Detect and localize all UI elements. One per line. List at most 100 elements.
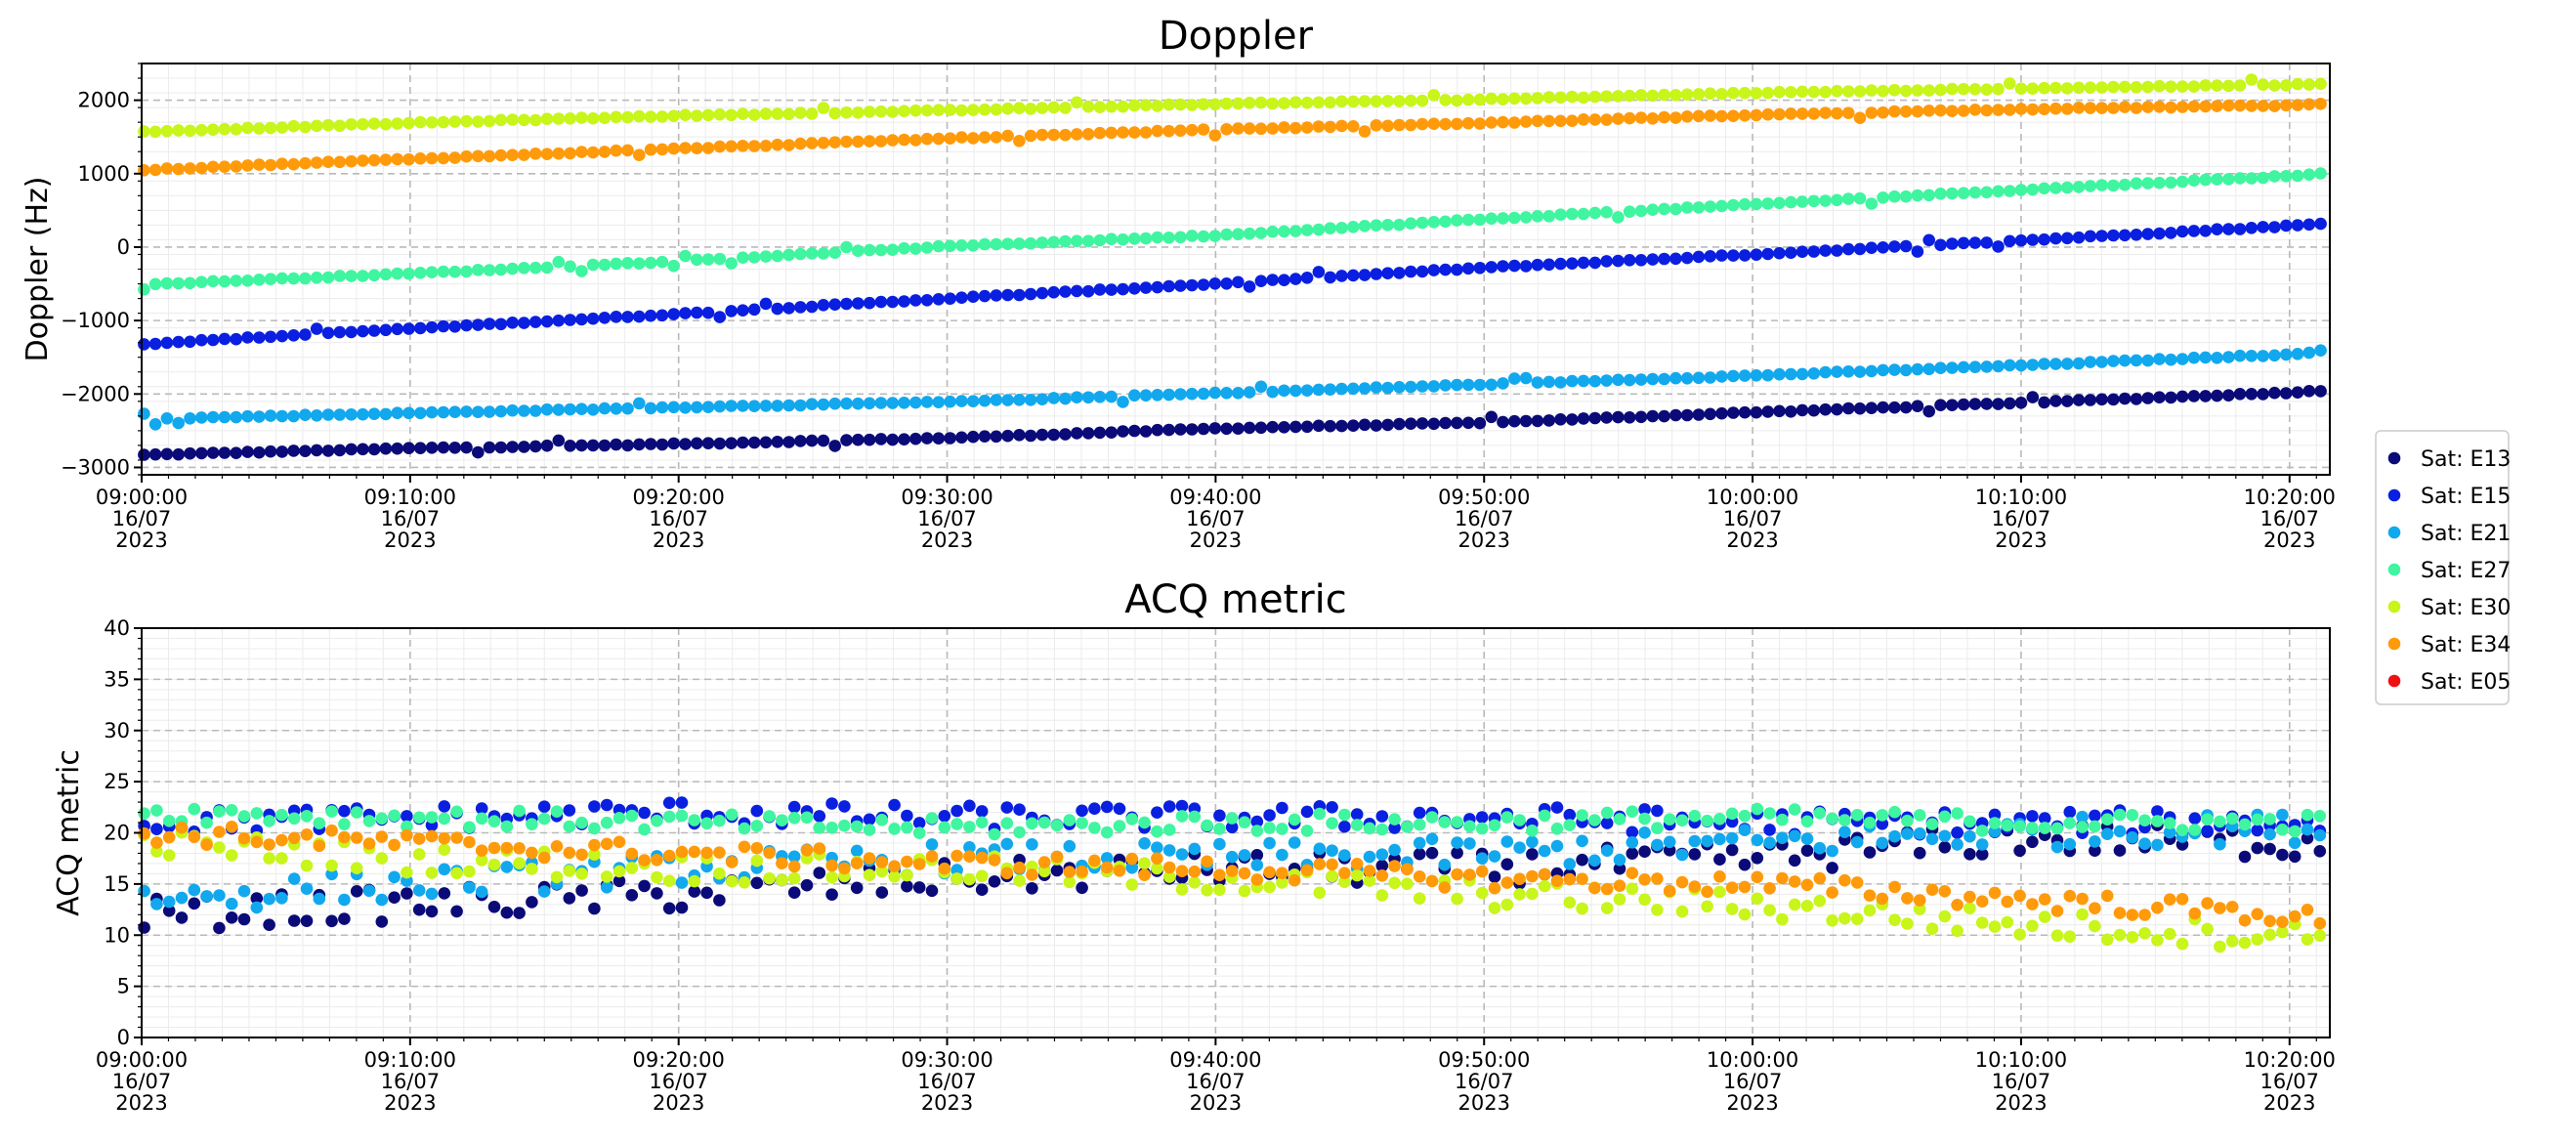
- data-point: [737, 400, 749, 412]
- data-point: [494, 263, 508, 276]
- data-point: [621, 402, 634, 415]
- data-point: [391, 117, 404, 130]
- data-point: [513, 907, 526, 919]
- data-point: [1197, 422, 1210, 436]
- data-point: [805, 247, 819, 260]
- data-point: [2089, 902, 2101, 914]
- data-point: [1651, 838, 1664, 852]
- data-point: [401, 828, 413, 842]
- data-point: [1113, 865, 1126, 877]
- data-point: [1151, 389, 1164, 402]
- data-point: [1438, 858, 1452, 871]
- data-point: [2153, 101, 2166, 113]
- data-point: [1427, 380, 1441, 393]
- data-point: [2141, 392, 2154, 404]
- data-point: [2049, 182, 2062, 194]
- data-point: [1773, 196, 1786, 210]
- data-point: [483, 405, 496, 418]
- data-point: [218, 122, 232, 136]
- data-point: [1713, 853, 1726, 866]
- data-point: [725, 400, 738, 412]
- data-point: [912, 817, 926, 829]
- data-point: [310, 156, 323, 169]
- data-point: [438, 831, 451, 845]
- data-point: [1850, 835, 1864, 849]
- acq-y-tick-label: 5: [117, 975, 130, 998]
- data-point: [2130, 81, 2143, 94]
- data-point: [2263, 928, 2276, 942]
- data-point: [966, 239, 980, 252]
- data-point: [1232, 422, 1245, 436]
- data-point: [1188, 876, 1202, 889]
- data-point: [448, 442, 462, 454]
- data-point: [362, 837, 376, 850]
- data-point: [472, 445, 485, 459]
- data-point: [2072, 181, 2086, 193]
- data-point: [367, 269, 381, 282]
- data-point: [448, 320, 462, 333]
- data-point: [1213, 823, 1226, 835]
- data-point: [667, 437, 680, 450]
- data-point: [874, 295, 888, 309]
- data-point: [920, 432, 934, 444]
- data-point: [325, 824, 338, 837]
- data-point: [737, 140, 749, 152]
- data-point: [2257, 171, 2269, 185]
- data-point: [625, 889, 639, 902]
- acq-x-tick-label: 16/07: [381, 1070, 441, 1093]
- data-point: [1841, 402, 1855, 415]
- data-point: [367, 117, 381, 130]
- data-point: [287, 272, 300, 285]
- data-point: [1763, 836, 1776, 849]
- data-point: [725, 108, 738, 122]
- data-point: [1473, 213, 1487, 227]
- data-point: [713, 437, 727, 450]
- data-point: [2268, 79, 2281, 92]
- data-point: [963, 821, 976, 833]
- data-point: [1925, 832, 1939, 846]
- data-point: [2201, 897, 2214, 910]
- data-point: [771, 400, 784, 412]
- data-point: [1326, 869, 1338, 883]
- data-point: [160, 412, 174, 425]
- data-point: [1350, 868, 1364, 882]
- data-point: [2314, 167, 2327, 180]
- data-point: [1001, 429, 1014, 443]
- data-point: [1485, 92, 1498, 106]
- data-point: [2049, 102, 2062, 115]
- data-point: [263, 892, 275, 906]
- data-point: [2165, 80, 2177, 93]
- data-point: [1680, 110, 1694, 123]
- data-point: [2014, 233, 2028, 247]
- data-point: [1925, 883, 1939, 896]
- data-point: [1638, 812, 1651, 826]
- data-point: [966, 132, 980, 145]
- data-point: [675, 809, 689, 823]
- data-point: [2214, 815, 2226, 828]
- data-point: [253, 158, 266, 171]
- data-point: [564, 147, 576, 160]
- data-point: [1566, 374, 1579, 388]
- data-point: [1335, 382, 1348, 396]
- data-point: [838, 862, 851, 875]
- data-point: [425, 887, 439, 901]
- data-point: [1125, 813, 1139, 826]
- data-point: [1300, 864, 1314, 877]
- data-point: [2301, 808, 2314, 822]
- data-point: [2288, 836, 2302, 850]
- data-point: [1600, 374, 1613, 387]
- data-point: [825, 870, 838, 884]
- data-point: [638, 806, 651, 820]
- data-point: [1063, 875, 1077, 889]
- data-point: [379, 117, 393, 131]
- data-point: [2187, 225, 2201, 237]
- data-point: [1853, 242, 1867, 256]
- data-point: [874, 433, 888, 445]
- data-point: [1715, 249, 1728, 262]
- data-point: [1335, 419, 1348, 433]
- data-point: [1473, 378, 1487, 392]
- data-point: [1513, 841, 1526, 854]
- data-point: [325, 805, 338, 818]
- data-point: [2313, 916, 2327, 930]
- data-point: [1100, 861, 1114, 874]
